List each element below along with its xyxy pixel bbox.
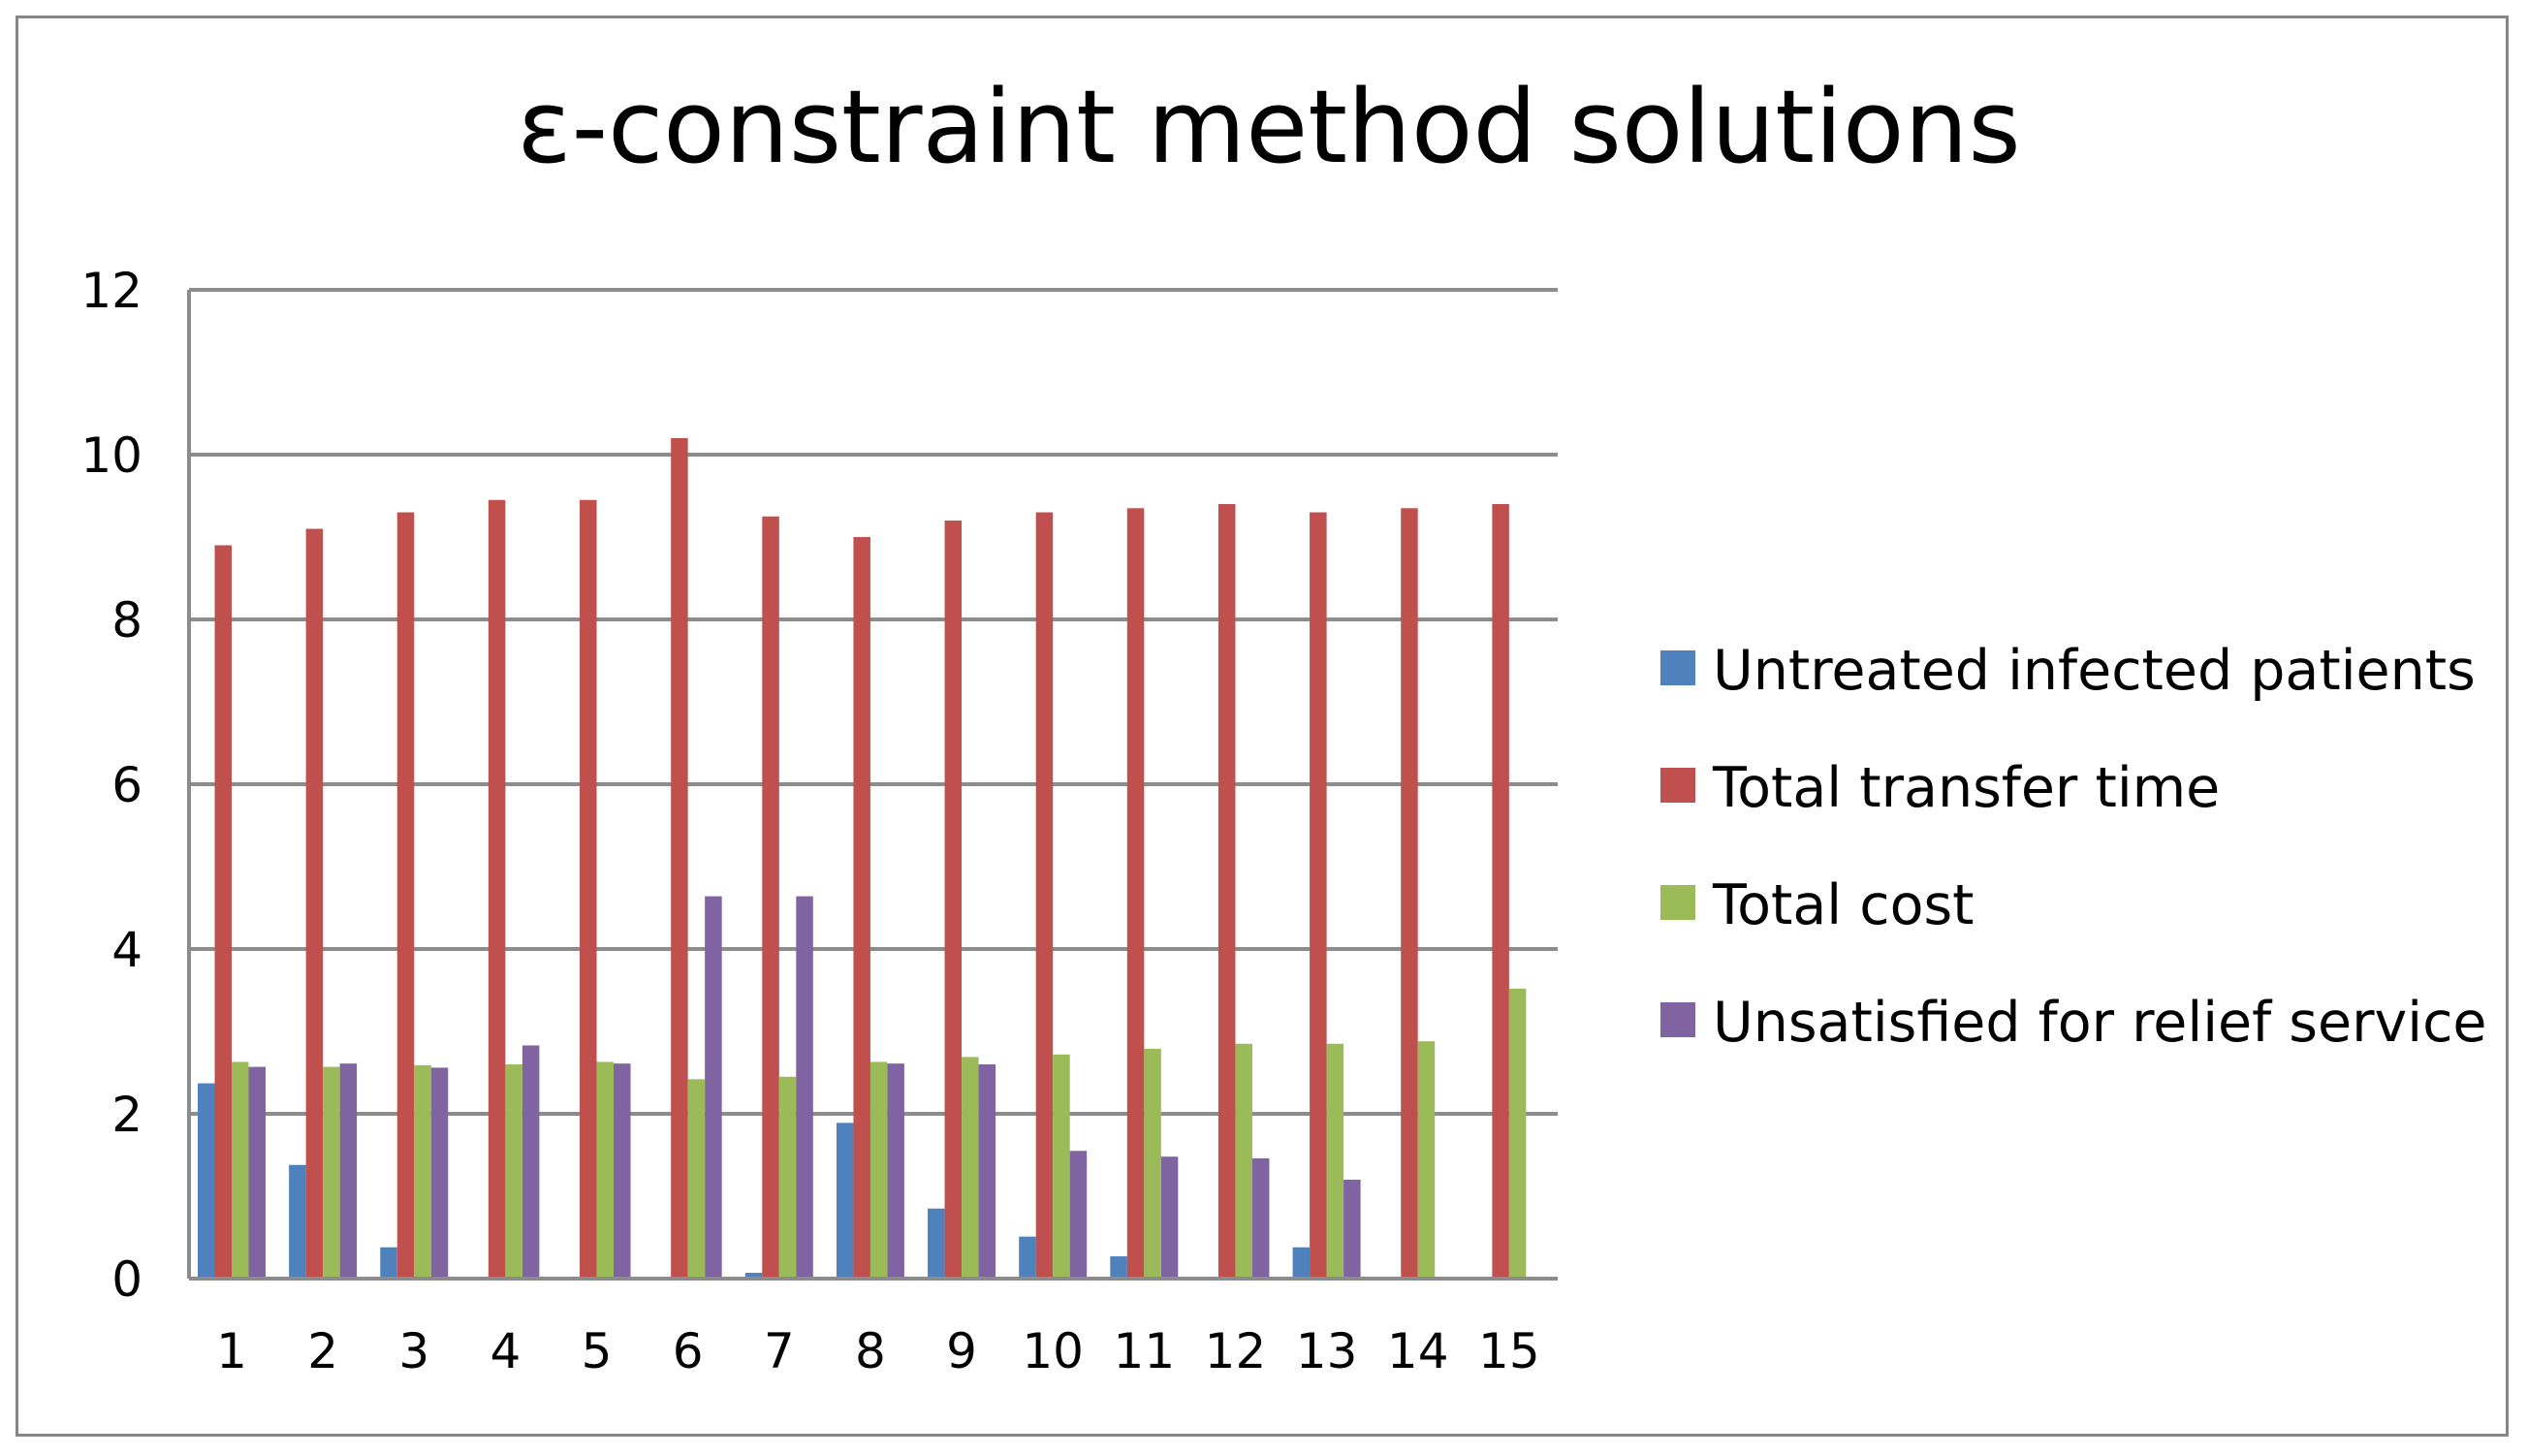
chart-frame: ε-constraint method solutions 0 2 4 6 8 10 12 … bbox=[16, 16, 2509, 1437]
bar bbox=[1126, 508, 1145, 1279]
x-tick-label: 9 bbox=[946, 1323, 977, 1379]
legend-swatch bbox=[1660, 768, 1695, 803]
y-tick-label: 4 bbox=[111, 922, 142, 978]
x-tick-label: 12 bbox=[1205, 1323, 1267, 1379]
bar bbox=[614, 1063, 631, 1279]
bar bbox=[1310, 512, 1327, 1279]
y-tick-label: 6 bbox=[111, 757, 142, 813]
bar bbox=[488, 499, 506, 1279]
bar bbox=[596, 1061, 615, 1279]
bar bbox=[214, 545, 232, 1279]
bar bbox=[580, 499, 597, 1279]
bar bbox=[1053, 1054, 1070, 1279]
bar bbox=[248, 1066, 266, 1279]
bar-chart: ε-constraint method solutions 024681012 … bbox=[80, 68, 2486, 1379]
bar bbox=[705, 896, 722, 1279]
y-tick-label: 2 bbox=[111, 1087, 142, 1143]
x-tick-label: 8 bbox=[855, 1323, 886, 1379]
bar bbox=[1110, 1256, 1127, 1279]
bar bbox=[869, 1061, 888, 1279]
bar bbox=[928, 1208, 945, 1279]
x-tick-label: 13 bbox=[1296, 1323, 1358, 1379]
bar bbox=[232, 1061, 249, 1279]
legend-swatch bbox=[1660, 650, 1695, 685]
y-tick-label: 8 bbox=[111, 592, 142, 649]
bar bbox=[1235, 1043, 1252, 1279]
bar bbox=[1292, 1247, 1311, 1279]
x-tick-label: 1 bbox=[216, 1323, 247, 1379]
axes bbox=[187, 290, 1558, 1281]
x-tick-label: 4 bbox=[490, 1323, 521, 1379]
x-tick-label: 2 bbox=[307, 1323, 338, 1379]
bar bbox=[1019, 1236, 1036, 1279]
gridlines bbox=[189, 288, 1558, 1116]
bar bbox=[1217, 504, 1236, 1279]
bar bbox=[414, 1064, 431, 1279]
bar bbox=[305, 528, 324, 1279]
x-tick-label: 5 bbox=[582, 1323, 613, 1379]
legend-label: Unsatisfied for relief service bbox=[1713, 991, 2486, 1055]
bar bbox=[853, 537, 870, 1279]
bar bbox=[1401, 508, 1418, 1279]
bar bbox=[744, 1273, 763, 1279]
bar bbox=[796, 896, 813, 1279]
bar bbox=[762, 516, 779, 1279]
bar bbox=[978, 1064, 996, 1279]
bar bbox=[1035, 512, 1054, 1279]
bar bbox=[289, 1164, 306, 1279]
bar bbox=[1069, 1151, 1088, 1279]
bar bbox=[1144, 1048, 1161, 1279]
x-tick-label: 10 bbox=[1022, 1323, 1084, 1379]
bar bbox=[1343, 1180, 1361, 1279]
bar bbox=[380, 1247, 397, 1279]
x-tick-label: 3 bbox=[398, 1323, 429, 1379]
bar bbox=[339, 1063, 358, 1279]
bar bbox=[1326, 1043, 1344, 1279]
bar bbox=[836, 1123, 854, 1279]
bar bbox=[430, 1067, 449, 1279]
bars bbox=[198, 438, 1527, 1279]
x-tick-label: 15 bbox=[1478, 1323, 1540, 1379]
x-tick-label: 7 bbox=[764, 1323, 795, 1379]
bar bbox=[687, 1079, 706, 1279]
x-axis-ticks: 1 2 3 4 5 6 7 8 9 10 11 12 13 14 15 bbox=[216, 1323, 1540, 1379]
legend-label: Total cost bbox=[1712, 873, 1975, 937]
y-axis-ticks: 0 2 4 6 8 10 12 bbox=[80, 263, 142, 1308]
bar bbox=[944, 521, 963, 1279]
x-tick-label: 14 bbox=[1387, 1323, 1449, 1379]
y-tick-label: 12 bbox=[80, 263, 142, 319]
x-tick-label: 11 bbox=[1114, 1323, 1176, 1379]
legend-label: Total transfer time bbox=[1712, 756, 2220, 820]
bar bbox=[778, 1076, 797, 1279]
bar bbox=[1251, 1157, 1270, 1279]
chart-title: ε-constraint method solutions bbox=[517, 68, 2020, 186]
bar bbox=[962, 1057, 979, 1279]
bar bbox=[505, 1064, 522, 1279]
bar bbox=[323, 1066, 340, 1279]
bar bbox=[1492, 504, 1509, 1279]
legend-swatch bbox=[1660, 1002, 1695, 1037]
bar bbox=[1417, 1041, 1436, 1279]
y-tick-label: 10 bbox=[80, 427, 142, 484]
bar bbox=[1160, 1156, 1179, 1279]
bar bbox=[521, 1045, 540, 1279]
legend-swatch bbox=[1660, 885, 1695, 920]
bar bbox=[198, 1083, 215, 1279]
y-tick-label: 0 bbox=[111, 1251, 142, 1308]
bar bbox=[396, 512, 415, 1279]
legend-label: Untreated infected patients bbox=[1713, 639, 2476, 703]
bar bbox=[887, 1063, 904, 1279]
x-tick-label: 6 bbox=[673, 1323, 704, 1379]
bar bbox=[671, 438, 688, 1279]
legend: Untreated infected patients Total transfe… bbox=[1660, 639, 2486, 1055]
bar bbox=[1508, 988, 1527, 1279]
